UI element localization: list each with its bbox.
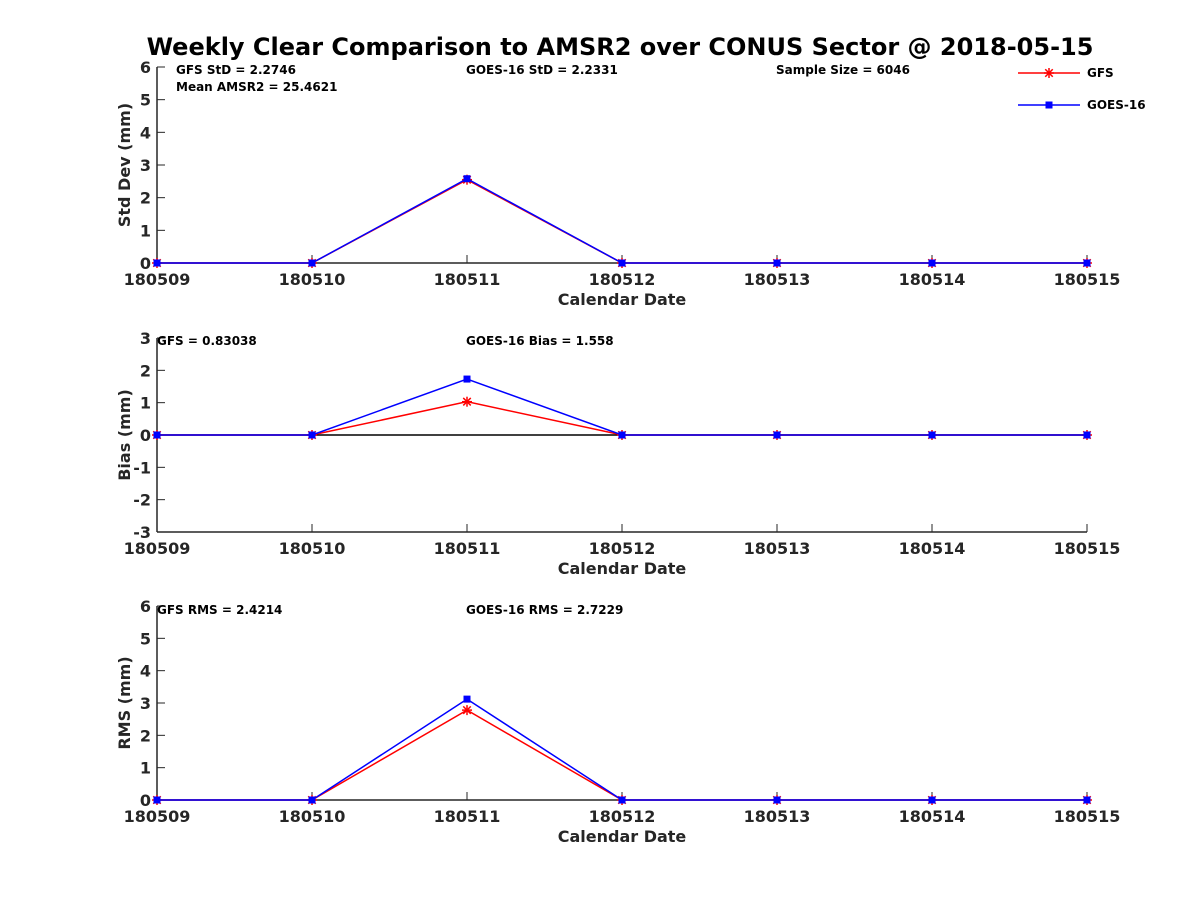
marker-goes16 [153, 431, 161, 439]
x-tick-label: 180515 [1054, 539, 1121, 558]
y-tick-label: 1 [140, 759, 151, 778]
y-tick-label: 4 [140, 123, 151, 142]
marker-goes16 [308, 796, 316, 804]
y-tick-label: 3 [140, 329, 151, 348]
x-tick-label: 180512 [589, 270, 656, 289]
marker-goes16 [1083, 796, 1091, 804]
y-tick-label: 1 [140, 221, 151, 240]
x-tick-label: 180513 [744, 539, 811, 558]
y-tick-label: -3 [133, 523, 151, 542]
y-tick-label: 0 [140, 254, 151, 273]
marker-goes16 [1045, 101, 1053, 109]
x-tick-label: 180511 [434, 807, 501, 826]
y-axis-label: RMS (mm) [115, 656, 134, 749]
legend-label: GOES-16 [1087, 98, 1146, 112]
marker-goes16 [153, 259, 161, 267]
marker-goes16 [308, 259, 316, 267]
marker-goes16 [773, 796, 781, 804]
x-tick-label: 180514 [899, 270, 966, 289]
marker-goes16 [1083, 259, 1091, 267]
y-tick-label: -2 [133, 491, 151, 510]
panel-std-dev: 0 1 2 3 4 5 6 180509 180510 180511 180512 180513 180… [115, 58, 1120, 309]
marker-gfs [1044, 68, 1054, 78]
marker-stroke [462, 397, 472, 406]
marker-goes16 [463, 175, 471, 183]
series-goes-16 [153, 695, 1091, 804]
x-tick-label: 180510 [279, 270, 346, 289]
y-tick-label: 3 [140, 694, 151, 713]
stat-annotation: GOES-16 RMS = 2.7229 [466, 603, 623, 617]
series-goes-16 [153, 175, 1091, 267]
marker-goes16 [928, 796, 936, 804]
y-tick-label: 2 [140, 189, 151, 208]
marker-goes16 [618, 796, 626, 804]
series-goes-16 [153, 375, 1091, 439]
marker-goes16 [618, 259, 626, 267]
marker-gfs [462, 705, 472, 716]
x-tick-label: 180509 [124, 539, 191, 558]
figure-title: Weekly Clear Comparison to AMSR2 over CO… [147, 33, 1094, 61]
stat-annotation: Sample Size = 6046 [776, 63, 910, 77]
legend: GFS GOES-16 [1018, 66, 1146, 112]
legend-entry-goes-16: GOES-16 [1018, 98, 1146, 112]
marker-goes16 [773, 431, 781, 439]
legend-entry-gfs: GFS [1018, 66, 1114, 80]
x-tick-label: 180514 [899, 539, 966, 558]
marker-goes16 [463, 375, 471, 383]
y-tick-label: 3 [140, 156, 151, 175]
x-tick-label: 180512 [589, 807, 656, 826]
y-tick-label: 4 [140, 662, 151, 681]
marker-gfs [462, 396, 472, 407]
y-axis-label: Std Dev (mm) [115, 103, 134, 227]
panel-bias: -3 -2 -1 0 1 2 3 180509 180510 180511 180512 180513… [115, 329, 1120, 578]
x-tick-label: 180513 [744, 807, 811, 826]
stat-annotation: GFS StD = 2.2746 [176, 63, 296, 77]
x-tick-label: 180515 [1054, 807, 1121, 826]
y-tick-label: 2 [140, 726, 151, 745]
x-tick-label: 180510 [279, 539, 346, 558]
marker-goes16 [308, 431, 316, 439]
marker-goes16 [153, 796, 161, 804]
x-tick-label: 180512 [589, 539, 656, 558]
y-tick-label: 5 [140, 91, 151, 110]
legend-label: GFS [1087, 66, 1114, 80]
stat-annotation: GFS = 0.83038 [157, 334, 257, 348]
marker-goes16 [928, 259, 936, 267]
x-tick-label: 180511 [434, 539, 501, 558]
y-tick-label: 5 [140, 629, 151, 648]
y-axis-label: Bias (mm) [115, 389, 134, 481]
x-axis-label: Calendar Date [558, 827, 687, 846]
y-tick-label: 6 [140, 58, 151, 77]
y-tick-label: 0 [140, 791, 151, 810]
marker-stroke [1044, 68, 1054, 78]
stat-annotation: Mean AMSR2 = 25.4621 [176, 80, 337, 94]
x-tick-label: 180511 [434, 270, 501, 289]
x-tick-label: 180509 [124, 270, 191, 289]
y-tick-label: -1 [133, 458, 151, 477]
marker-goes16 [928, 431, 936, 439]
x-tick-label: 180514 [899, 807, 966, 826]
y-tick-label: 1 [140, 394, 151, 413]
marker-goes16 [1083, 431, 1091, 439]
marker-goes16 [773, 259, 781, 267]
x-axis-label: Calendar Date [558, 290, 687, 309]
stat-annotation: GFS RMS = 2.4214 [157, 603, 282, 617]
panel-rms: 0 1 2 3 4 5 6 180509 180510 180511 180512 180513 180… [115, 597, 1120, 846]
y-tick-label: 2 [140, 361, 151, 380]
x-tick-label: 180513 [744, 270, 811, 289]
marker-goes16 [618, 431, 626, 439]
marker-goes16 [463, 695, 471, 703]
x-tick-label: 180509 [124, 807, 191, 826]
y-tick-label: 0 [140, 426, 151, 445]
x-tick-label: 180515 [1054, 270, 1121, 289]
x-axis-label: Calendar Date [558, 559, 687, 578]
y-tick-label: 6 [140, 597, 151, 616]
stat-annotation: GOES-16 StD = 2.2331 [466, 63, 618, 77]
stat-annotation: GOES-16 Bias = 1.558 [466, 334, 614, 348]
marker-stroke [462, 705, 472, 715]
x-tick-label: 180510 [279, 807, 346, 826]
